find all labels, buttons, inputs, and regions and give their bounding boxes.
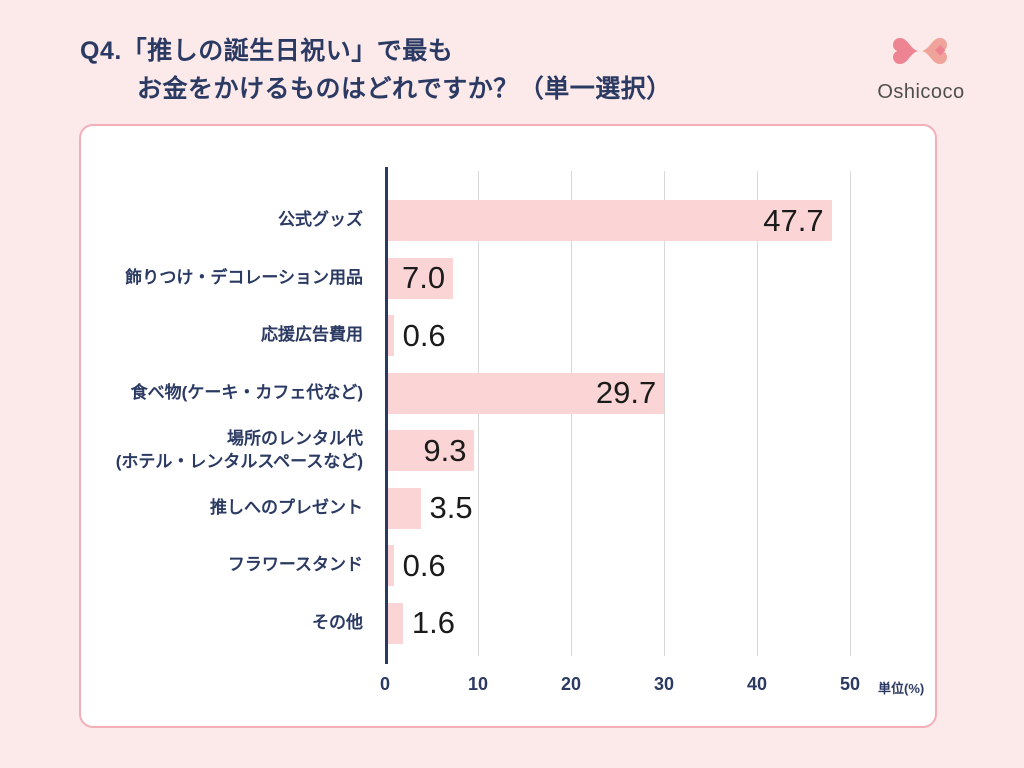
x-axis-tick-40: 40 [746,674,768,694]
x-axis-unit-label: 単位(%) [878,681,925,696]
bar-row: 応援広告費用 0.6 [81,307,935,365]
bar [388,602,403,644]
bar-value-label: 0.6 [402,547,446,583]
x-axis-tick-0: 0 [379,674,390,694]
x-axis-tick-50: 50 [839,674,861,694]
category-label: 食べ物(ケーキ・カフェ代など) [130,382,363,402]
category-label: 場所のレンタル代 (ホテル・レンタルスペースなど) [115,428,363,471]
oshicoco-logo-icon [893,38,947,64]
bar-area: 7.0 [388,257,935,299]
bar-row: 推しへのプレゼント 3.5 [81,480,935,538]
bar [388,430,475,472]
bar-row: フラワースタンド 0.6 [81,537,935,595]
y-axis-line [385,167,388,664]
bar-rows: 公式グッズ 47.7 飾りつけ・デコレーション用品 7.0 応援広告費用 0.6 食べ物(ケ… [81,192,935,652]
x-axis-tick-30: 30 [653,674,675,694]
bar-value-label: 29.7 [595,375,657,411]
bar [388,200,832,242]
bar-area: 47.7 [388,200,935,242]
category-label: フラワースタンド [227,555,363,575]
page-title-line-2: お金をかけるものはどれですか？（単一選択） [137,75,672,103]
category-label: 飾りつけ・デコレーション用品 [125,267,363,287]
chart-plot-area: 公式グッズ 47.7 飾りつけ・デコレーション用品 7.0 応援広告費用 0.6 食べ物(ケ… [81,126,935,726]
bar [388,372,665,414]
oshicoco-logo-text: Oshicoco [877,81,965,103]
oshicoco-logo: Oshicoco [866,28,976,104]
bar [388,545,394,587]
bar-area: 0.6 [388,545,935,587]
bar-area: 3.5 [388,487,935,529]
gridline-50 [850,171,851,656]
bar [388,487,421,529]
bar-row: 公式グッズ 47.7 [81,192,935,250]
bar-row: 場所のレンタル代 (ホテル・レンタルスペースなど) 9.3 [81,422,935,480]
bar [388,257,454,299]
x-axis-tick-20: 20 [560,674,582,694]
gridline-40 [757,171,758,656]
gridline-30 [664,171,665,656]
page-title: Q4.「推しの誕生日祝い」で最も お金をかけるものはどれですか？（単一選択） [80,32,672,108]
bar-value-label: 1.6 [411,605,455,641]
bar-area: 0.6 [388,315,935,357]
bar-value-label: 7.0 [401,260,446,296]
category-label: その他 [312,612,363,632]
page-title-line-1: Q4.「推しの誕生日祝い」で最も [80,37,454,65]
bar-value-label: 0.6 [402,317,446,353]
bar-value-label: 3.5 [429,490,473,526]
category-label: 応援広告費用 [261,325,363,345]
bar-row: その他 1.6 [81,595,935,653]
bar-row: 飾りつけ・デコレーション用品 7.0 [81,250,935,308]
bar-area: 9.3 [388,430,935,472]
x-axis-ticks: 0 10 20 30 40 50 [81,674,935,698]
x-axis-tick-10: 10 [467,674,489,694]
bar-row: 食べ物(ケーキ・カフェ代など) 29.7 [81,365,935,423]
category-label: 推しへのプレゼント [210,497,363,517]
bar-area: 1.6 [388,602,935,644]
category-label: 公式グッズ [278,210,363,230]
chart-card: 公式グッズ 47.7 飾りつけ・デコレーション用品 7.0 応援広告費用 0.6 食べ物(ケ… [79,124,937,728]
bar-value-label: 47.7 [763,202,824,238]
bar [388,315,394,357]
bar-area: 29.7 [388,372,935,414]
bar-value-label: 9.3 [423,432,467,468]
